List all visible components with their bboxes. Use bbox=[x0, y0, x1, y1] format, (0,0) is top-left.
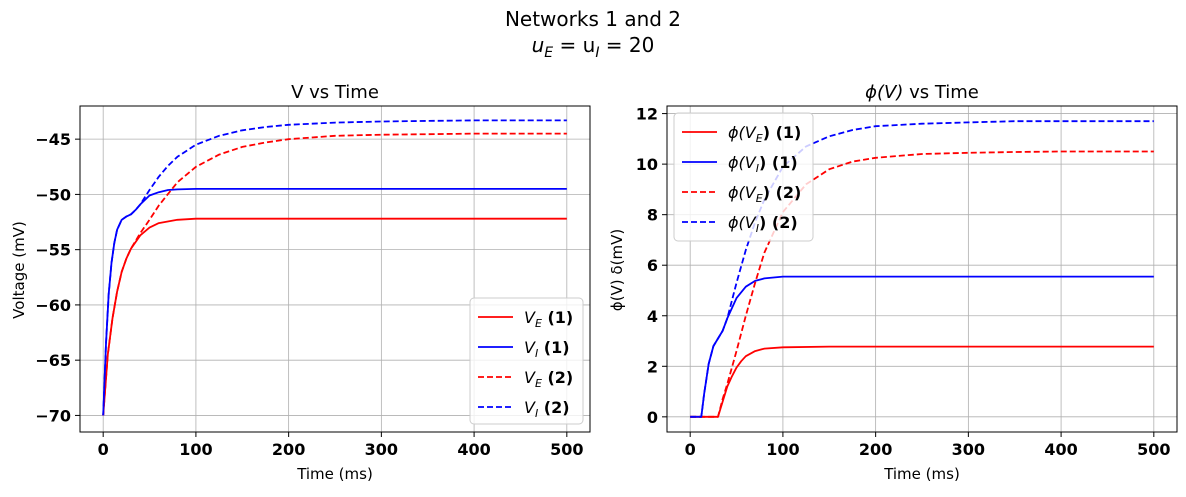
phi-plot: ϕ(V) vs Time Time (ms) ϕ(V) δ(mV) 0 100 20… bbox=[608, 82, 1178, 483]
voltage-xtick-label: 0 bbox=[98, 440, 109, 459]
voltage-legend-label: VE (1) bbox=[524, 308, 573, 330]
phi-plot-title-prefix: ϕ(V) bbox=[865, 82, 903, 103]
voltage-series-group bbox=[102, 119, 567, 416]
phi-grid bbox=[667, 106, 1177, 432]
legend-label-sub: E bbox=[756, 132, 763, 145]
voltage-ytick-label: −50 bbox=[35, 185, 71, 204]
phi-xtick-label: 300 bbox=[952, 440, 985, 459]
legend-label-base: ϕ(V bbox=[728, 123, 757, 142]
voltage-xtick-label: 500 bbox=[550, 440, 583, 459]
legend-label-sub: E bbox=[535, 377, 542, 390]
legend-label-suffix: ) (1) bbox=[763, 123, 802, 142]
legend-label-base: V bbox=[524, 308, 536, 327]
phi-ytick-label: 2 bbox=[647, 357, 658, 376]
legend-label-sub: I bbox=[535, 407, 538, 420]
legend-label-suffix: (2) bbox=[542, 368, 573, 387]
phi-axes-frame bbox=[666, 105, 1178, 433]
voltage-legend-label: VI (2) bbox=[524, 398, 570, 420]
suptitle-mid: = u bbox=[553, 33, 595, 57]
legend-label-suffix: (1) bbox=[538, 338, 569, 357]
voltage-series-3 bbox=[102, 132, 567, 416]
legend-label-suffix: ) (2) bbox=[759, 213, 798, 232]
voltage-xtick-label: 200 bbox=[272, 440, 305, 459]
legend-label-suffix: ) (1) bbox=[759, 153, 798, 172]
legend-label-sub: I bbox=[756, 162, 759, 175]
phi-series-1 bbox=[690, 345, 1154, 418]
voltage-ytick-label: −55 bbox=[35, 241, 71, 260]
legend-label-sub: I bbox=[535, 347, 538, 360]
figure-suptitle: Networks 1 and 2 bbox=[505, 7, 681, 31]
phi-xtick-label: 400 bbox=[1044, 440, 1077, 459]
legend-label-sub: E bbox=[535, 317, 542, 330]
legend-label-sub: E bbox=[756, 192, 763, 205]
voltage-ytick-label: −60 bbox=[35, 296, 71, 315]
legend-label-base: V bbox=[524, 398, 536, 417]
phi-plot-xlabel: Time (ms) bbox=[883, 465, 960, 483]
phi-legend: ϕ(VE) (1)ϕ(VI) (1)ϕ(VE) (2)ϕ(VI) (2) bbox=[673, 112, 814, 242]
legend-label-base: V bbox=[524, 338, 536, 357]
phi-ticks: 0 100 200 300 400 500 0 2 4 6 8 10 12 bbox=[636, 105, 1171, 459]
legend-label-base: ϕ(V bbox=[728, 153, 757, 172]
voltage-ticks: 0 100 200 300 400 500 −70 −65 −60 −55 −50 −45 bbox=[35, 130, 583, 459]
voltage-plot: V vs Time Time (ms) Voltage (mV) 0 100 200… bbox=[10, 82, 591, 483]
figure-suptitle-math: uE = uI = 20 bbox=[532, 33, 655, 61]
phi-plot-title: ϕ(V) vs Time bbox=[865, 82, 979, 103]
phi-legend-label: ϕ(VE) (2) bbox=[728, 183, 801, 205]
voltage-xtick-label: 100 bbox=[179, 440, 212, 459]
voltage-legend-label: VI (1) bbox=[524, 338, 570, 360]
legend-label-sub: I bbox=[756, 222, 759, 235]
phi-plot-title-suffix: vs Time bbox=[903, 82, 979, 103]
legend-label-base: V bbox=[524, 368, 536, 387]
voltage-legend-label: VE (2) bbox=[524, 368, 573, 390]
legend-label-suffix: ) (2) bbox=[763, 183, 802, 202]
suptitle-end: = 20 bbox=[599, 33, 654, 57]
voltage-plot-xlabel: Time (ms) bbox=[296, 465, 373, 483]
suptitle-u1: u bbox=[532, 33, 545, 57]
phi-legend-label: ϕ(VI) (2) bbox=[728, 213, 798, 235]
legend-label-base: ϕ(V bbox=[728, 213, 757, 232]
suptitle-sub-e: E bbox=[544, 45, 553, 61]
phi-legend-label: ϕ(VI) (1) bbox=[728, 153, 798, 175]
phi-xtick-label: 100 bbox=[766, 440, 799, 459]
voltage-series-4 bbox=[102, 119, 567, 416]
voltage-xtick-label: 300 bbox=[365, 440, 398, 459]
phi-xtick-label: 0 bbox=[685, 440, 696, 459]
voltage-ytick-label: −45 bbox=[35, 130, 71, 149]
phi-legend-box bbox=[673, 112, 814, 242]
legend-label-suffix: (2) bbox=[538, 398, 569, 417]
phi-ytick-label: 0 bbox=[647, 408, 658, 427]
phi-ytick-label: 6 bbox=[647, 256, 658, 275]
phi-plot-ylabel: ϕ(V) δ(mV) bbox=[608, 229, 626, 311]
phi-ytick-label: 8 bbox=[647, 206, 658, 225]
phi-xtick-label: 500 bbox=[1137, 440, 1170, 459]
voltage-xtick-label: 400 bbox=[457, 440, 490, 459]
voltage-legend-box bbox=[469, 297, 584, 425]
phi-xtick-label: 200 bbox=[859, 440, 892, 459]
voltage-plot-title: V vs Time bbox=[291, 82, 379, 103]
phi-ytick-label: 10 bbox=[636, 155, 658, 174]
voltage-plot-ylabel: Voltage (mV) bbox=[10, 221, 28, 319]
suptitle-sub-i: I bbox=[595, 45, 599, 61]
voltage-ytick-label: −70 bbox=[35, 406, 71, 425]
phi-ytick-label: 4 bbox=[647, 307, 658, 326]
voltage-legend: VE (1)VI (1)VE (2)VI (2) bbox=[469, 297, 584, 425]
phi-legend-label: ϕ(VE) (1) bbox=[728, 123, 801, 145]
voltage-series-1 bbox=[102, 217, 567, 416]
voltage-axes-frame bbox=[79, 105, 591, 433]
phi-ytick-label: 12 bbox=[636, 105, 658, 124]
legend-label-suffix: (1) bbox=[542, 308, 573, 327]
legend-label-base: ϕ(V bbox=[728, 183, 757, 202]
voltage-ytick-label: −65 bbox=[35, 351, 71, 370]
